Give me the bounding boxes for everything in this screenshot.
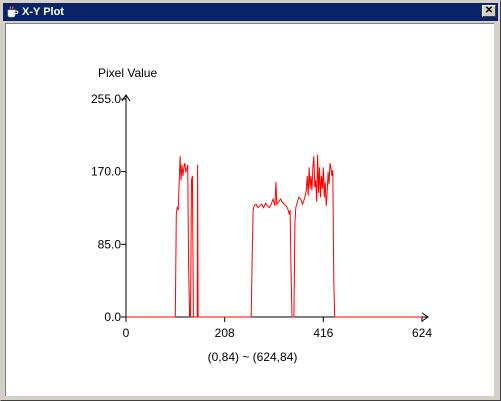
close-button[interactable]: ✕	[482, 5, 496, 17]
y-tick-label: 170.0	[91, 165, 121, 179]
close-icon: ✕	[484, 5, 494, 16]
title-bar[interactable]: X-Y Plot ✕	[3, 3, 498, 21]
axes	[121, 94, 429, 322]
x-tick-label: 0	[123, 326, 130, 340]
window-title: X-Y Plot	[22, 6, 64, 18]
coffee-cup-icon	[5, 5, 19, 19]
y-ticks: 0.0 85.0 170.0 255.0	[91, 92, 126, 324]
y-axis-label: Pixel Value	[98, 66, 158, 80]
x-axis-arrow	[421, 312, 429, 322]
x-tick-label: 208	[215, 326, 235, 340]
series-group	[126, 154, 422, 318]
x-tick-label: 624	[412, 326, 432, 340]
range-label: (0,84) ~ (624,84)	[207, 350, 298, 364]
y-tick-label: 255.0	[91, 92, 121, 106]
series-line	[126, 154, 422, 318]
y-tick-label: 85.0	[98, 237, 122, 251]
xy-chart: 0.0 85.0 170.0 255.0 0 208 416 624	[91, 92, 432, 340]
x-tick-label: 416	[313, 326, 333, 340]
y-tick-label: 0.0	[104, 310, 121, 324]
plot-area: Pixel Value 0.0 85.0 170.0 255.0 0 208 416 624…	[5, 23, 494, 396]
x-ticks: 0 208 416 624	[123, 317, 432, 340]
